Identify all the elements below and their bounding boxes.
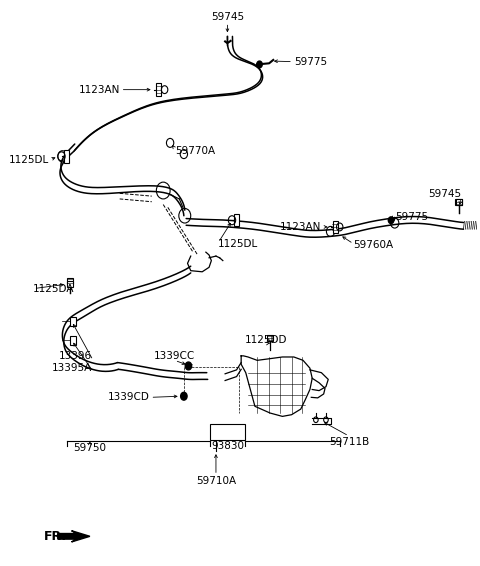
Bar [64, 150, 70, 162]
Bar [234, 214, 239, 226]
Bar [156, 83, 161, 96]
Text: 59775: 59775 [395, 212, 428, 222]
Bar [333, 221, 337, 233]
Text: 59750: 59750 [73, 443, 107, 453]
Bar [67, 278, 73, 284]
Text: 59745: 59745 [428, 189, 461, 199]
Text: 13396: 13396 [59, 351, 92, 362]
Bar [67, 281, 73, 287]
Circle shape [388, 217, 394, 224]
Polygon shape [58, 531, 90, 542]
Circle shape [180, 392, 187, 400]
Text: FR.: FR. [44, 530, 67, 543]
Text: 59745: 59745 [211, 12, 244, 23]
Text: 1125DL: 1125DL [8, 155, 48, 165]
Text: 1125DL: 1125DL [218, 239, 259, 249]
Bar [456, 199, 462, 204]
Bar [267, 335, 273, 341]
Text: 1125DD: 1125DD [245, 335, 288, 345]
Text: 59775: 59775 [294, 57, 327, 67]
Bar [210, 424, 245, 440]
Text: 1339CC: 1339CC [154, 351, 195, 362]
Text: 59710A: 59710A [196, 477, 236, 486]
Text: 1125DA: 1125DA [33, 284, 74, 294]
Text: 1123AN: 1123AN [280, 222, 322, 232]
Bar [70, 316, 76, 325]
Text: 1339CD: 1339CD [108, 392, 149, 402]
Text: 59711B: 59711B [329, 437, 369, 447]
Text: 59760A: 59760A [353, 240, 394, 250]
Text: 13395A: 13395A [52, 363, 92, 372]
Text: 1123AN: 1123AN [78, 85, 120, 95]
Text: 93830: 93830 [211, 441, 244, 451]
Text: 59770A: 59770A [175, 146, 215, 156]
Bar [456, 199, 462, 204]
Bar [70, 336, 76, 345]
Circle shape [257, 61, 262, 68]
Circle shape [185, 362, 192, 370]
